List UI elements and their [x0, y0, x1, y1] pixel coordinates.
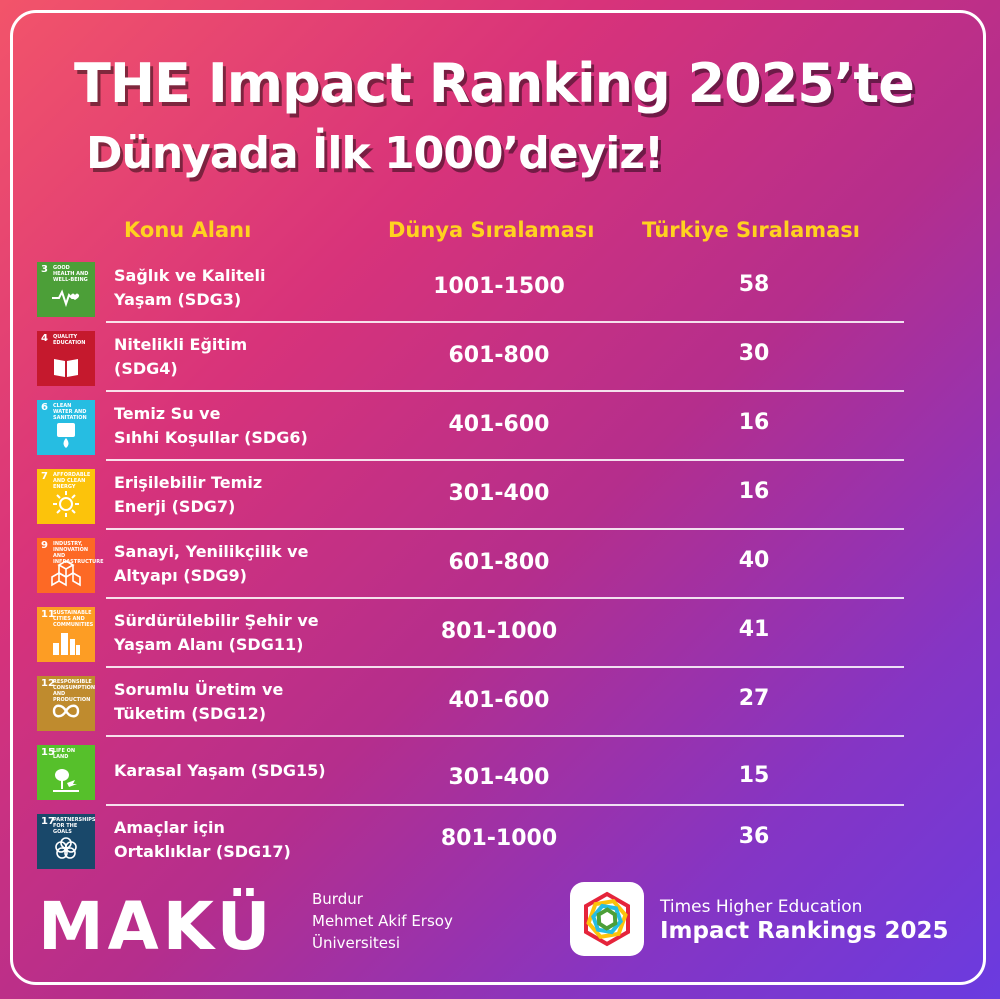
table-row: 4 QUALITY EDUCATION Nitelikli Eğitim (SDG…: [34, 323, 904, 392]
book-icon: [54, 359, 78, 377]
turkey-rank: 15: [738, 763, 770, 788]
turkey-rank: 41: [738, 617, 770, 642]
sdg-number: 3: [41, 264, 48, 275]
world-rank: 801-1000: [440, 619, 558, 644]
row-divider: [106, 735, 904, 737]
tree-icon: [53, 769, 79, 792]
row-divider: [106, 390, 904, 392]
sdg-label: CLEAN WATER AND SANITATION: [53, 403, 87, 421]
turkey-rank: 40: [738, 548, 770, 573]
sdg-label: INDUSTRY, INNOVATION AND INFRASTRUCTURE: [53, 541, 104, 565]
title-line-1: THE Impact Ranking 2025’te: [74, 52, 915, 115]
sdg-number: 15: [41, 747, 55, 758]
sdg3-tile: 3 GOOD HEALTH AND WELL-BEING: [37, 262, 95, 317]
row-divider: [106, 804, 904, 806]
turkey-rank: 36: [738, 824, 770, 849]
sdg-number: 7: [41, 471, 48, 482]
topic-label: Karasal Yaşam (SDG15): [114, 761, 326, 780]
table-row: 6 CLEAN WATER AND SANITATION Temiz Su ve…: [34, 392, 904, 461]
sdg17-tile: 17 PARTNERSHIPS FOR THE GOALS: [37, 814, 95, 869]
title-line-2: Dünyada İlk 1000’deyiz!: [86, 128, 664, 179]
the-logo-box: [570, 882, 644, 956]
row-divider: [106, 528, 904, 530]
topic-label: Temiz Su ve Sıhhi Koşullar (SDG6): [114, 404, 308, 447]
sdg-number: 6: [41, 402, 48, 413]
cubes-icon: [51, 560, 81, 587]
world-rank: 801-1000: [440, 826, 558, 851]
table-row: 9 INDUSTRY, INNOVATION AND INFRASTRUCTUR…: [34, 530, 904, 599]
turkey-rank: 58: [738, 272, 770, 297]
topic-label: Nitelikli Eğitim (SDG4): [114, 335, 248, 378]
table-row: 15 LIFE ON LAND Karasal Yaşam (SDG15) 30…: [34, 737, 904, 806]
sdg11-tile: 11 SUSTAINABLE CITIES AND COMMUNITIES: [37, 607, 95, 662]
topic-label: Erişilebilir Temiz Enerji (SDG7): [114, 473, 263, 516]
sdg-number: 12: [41, 678, 55, 689]
sdg9-tile: 9 INDUSTRY, INNOVATION AND INFRASTRUCTUR…: [37, 538, 104, 593]
sdg6-tile: 6 CLEAN WATER AND SANITATION: [37, 400, 95, 455]
world-rank: 1001-1500: [433, 274, 565, 299]
table-row: 17 PARTNERSHIPS FOR THE GOALS Amaçlar iç…: [34, 806, 904, 875]
maku-logo: MAKÜ: [38, 888, 275, 965]
sdg-label: RESPONSIBLE CONSUMPTION AND PRODUCTION: [53, 679, 96, 703]
heartbeat-icon: [52, 289, 80, 308]
the-line-2: Impact Rankings 2025: [660, 918, 949, 944]
sdg-number: 4: [41, 333, 48, 344]
sdg4-tile: 4 QUALITY EDUCATION: [37, 331, 95, 386]
turkey-rank: 30: [738, 341, 770, 366]
topic-label: Amaçlar için Ortaklıklar (SDG17): [114, 818, 291, 861]
table-row: 7 AFFORDABLE AND CLEAN ENERGY Erişilebil…: [34, 461, 904, 530]
topic-label: Sağlık ve Kaliteli Yaşam (SDG3): [114, 266, 266, 309]
topic-label: Sanayi, Yenilikçilik ve Altyapı (SDG9): [114, 542, 309, 585]
sdg-label: GOOD HEALTH AND WELL-BEING: [53, 265, 89, 283]
the-rings-logo-icon: [584, 891, 630, 947]
university-name: Burdur Mehmet Akif Ersoy Üniversitesi: [312, 890, 453, 952]
sdg-number: 9: [41, 540, 48, 551]
header-topic: Konu Alanı: [124, 218, 252, 242]
white-frame: [10, 10, 986, 985]
sdg12-tile: 12 RESPONSIBLE CONSUMPTION AND PRODUCTIO…: [37, 676, 95, 731]
header-turkey-rank: Türkiye Sıralaması: [642, 218, 861, 242]
flower-rings-icon: [55, 837, 77, 859]
sdg15-tile: 15 LIFE ON LAND: [37, 745, 95, 800]
turkey-rank: 27: [738, 686, 770, 711]
sdg-label: LIFE ON LAND: [53, 748, 76, 760]
sdg-number: 17: [41, 816, 55, 827]
water-drop-icon: [57, 423, 75, 448]
world-rank: 401-600: [448, 688, 550, 713]
sdg-number: 11: [41, 609, 55, 620]
table-row: 11 SUSTAINABLE CITIES AND COMMUNITIES Sü…: [34, 599, 904, 668]
sdg7-tile: 7 AFFORDABLE AND CLEAN ENERGY: [37, 469, 95, 524]
ranking-table: 3 GOOD HEALTH AND WELL-BEING Sağlık ve K…: [34, 254, 904, 875]
row-divider: [106, 321, 904, 323]
row-divider: [106, 459, 904, 461]
table-row: 12 RESPONSIBLE CONSUMPTION AND PRODUCTIO…: [34, 668, 904, 737]
world-rank: 601-800: [448, 550, 550, 575]
sdg-label: AFFORDABLE AND CLEAN ENERGY: [53, 472, 91, 490]
city-icon: [53, 633, 80, 655]
world-rank: 301-400: [448, 765, 550, 790]
topic-label: Sürdürülebilir Şehir ve Yaşam Alanı (SDG1…: [114, 611, 319, 654]
infinity-icon: [52, 704, 80, 718]
row-divider: [106, 666, 904, 668]
topic-label: Sorumlu Üretim ve Tüketim (SDG12): [114, 680, 284, 723]
header-world-rank: Dünya Sıralaması: [388, 218, 595, 242]
the-line-1: Times Higher Education: [660, 897, 863, 917]
sdg-label: QUALITY EDUCATION: [53, 334, 86, 346]
sdg-label: PARTNERSHIPS FOR THE GOALS: [53, 817, 96, 835]
sun-icon: [53, 491, 79, 517]
sdg-label: SUSTAINABLE CITIES AND COMMUNITIES: [53, 610, 94, 628]
table-row: 3 GOOD HEALTH AND WELL-BEING Sağlık ve K…: [34, 254, 904, 323]
world-rank: 301-400: [448, 481, 550, 506]
turkey-rank: 16: [738, 410, 770, 435]
world-rank: 601-800: [448, 343, 550, 368]
turkey-rank: 16: [738, 479, 770, 504]
world-rank: 401-600: [448, 412, 550, 437]
row-divider: [106, 597, 904, 599]
